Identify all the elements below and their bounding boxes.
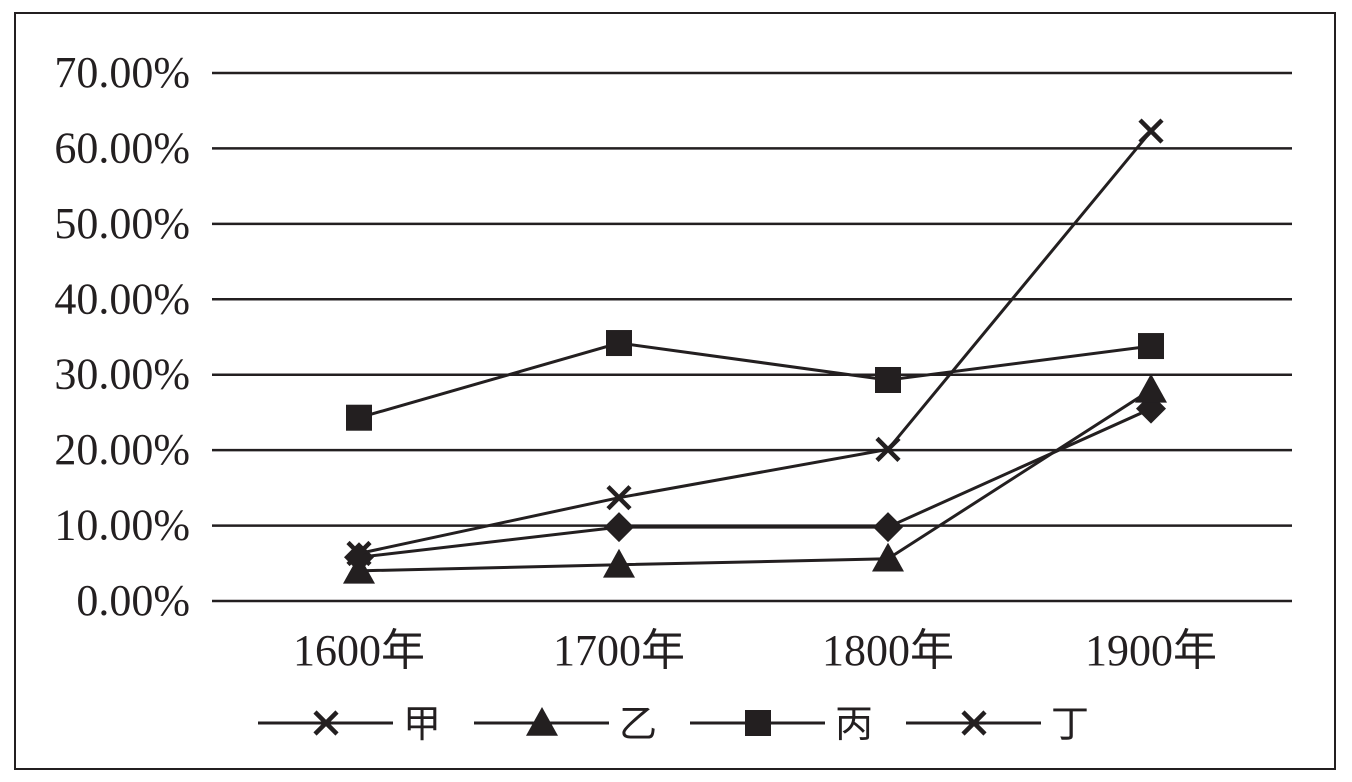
x-axis-ticks: 1600年 1700年 1800年 1900年: [293, 626, 1217, 675]
data-point: [873, 512, 903, 543]
legend-marker: [745, 710, 771, 736]
legend-label: 丙: [835, 702, 873, 746]
series-line: [358, 130, 1153, 555]
data-point: [606, 330, 632, 357]
data-point: [1138, 333, 1164, 360]
data-point: [875, 366, 901, 393]
data-point: [1135, 373, 1167, 403]
chart-frame: [14, 12, 1336, 770]
data-point: [606, 485, 632, 511]
y-tick-label: 60.00%: [54, 123, 190, 172]
data-point: [875, 436, 901, 462]
y-axis-ticks: 0.00% 10.00% 20.00% 30.00% 40.00% 50.00% 60.00…: [54, 48, 190, 625]
legend-label: 乙: [619, 702, 657, 746]
series-line: [358, 388, 1152, 573]
legend-label: 甲: [403, 702, 441, 746]
data-point: [603, 548, 635, 578]
series-2: [343, 373, 1167, 584]
y-tick-label: 20.00%: [54, 425, 190, 474]
gridlines: [212, 71, 1292, 603]
legend-label: 丁: [1051, 702, 1089, 746]
x-tick-label: 1700年: [553, 626, 685, 675]
series-4: [346, 118, 1164, 567]
data-point: [1138, 118, 1164, 144]
legend-marker: [526, 707, 558, 736]
data-point: [872, 542, 904, 572]
data-point: [346, 540, 372, 567]
x-tick-label: 1900年: [1085, 626, 1217, 675]
series-group: [343, 118, 1167, 584]
data-point: [604, 512, 634, 543]
series-1: [344, 393, 1166, 573]
series-line: [358, 407, 1152, 559]
data-point: [346, 404, 372, 431]
legend-item: 丁: [906, 702, 1089, 746]
data-point: [343, 554, 375, 584]
y-tick-label: 30.00%: [54, 350, 190, 399]
legend-marker: [961, 710, 987, 736]
y-tick-label: 40.00%: [54, 274, 190, 323]
x-tick-label: 1600年: [293, 626, 425, 675]
y-tick-label: 50.00%: [54, 199, 190, 248]
y-tick-label: 10.00%: [54, 501, 190, 550]
legend-marker: [313, 710, 339, 736]
legend-item: 乙: [474, 702, 657, 746]
legend: 甲乙丙丁: [258, 702, 1089, 746]
x-tick-label: 1800年: [822, 626, 954, 675]
legend-item: 甲: [258, 702, 441, 746]
series-3: [346, 330, 1164, 431]
y-tick-label: 70.00%: [54, 48, 190, 97]
y-tick-label: 0.00%: [76, 576, 190, 625]
legend-item: 丙: [690, 702, 873, 746]
series-line: [358, 341, 1152, 420]
